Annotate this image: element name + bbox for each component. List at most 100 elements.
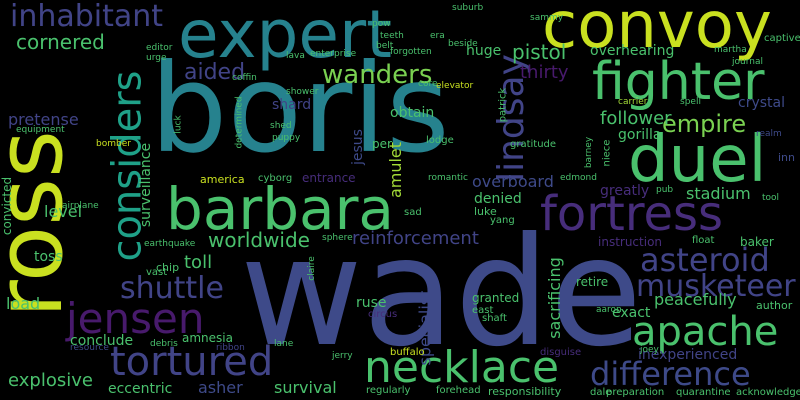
word-crystal: crystal (738, 95, 785, 111)
word-edmond: edmond (560, 173, 597, 183)
word-musketeer: musketeer (636, 269, 796, 304)
word-resource: resource (70, 343, 109, 353)
word-responsibility: responsibility (488, 385, 562, 398)
word-sphere: sphere (322, 233, 353, 243)
word-thirty: thirty (520, 62, 569, 83)
word-buffalo: buffalo (390, 347, 425, 358)
word-elevator: elevator (436, 81, 474, 91)
word-sad: sad (404, 207, 422, 218)
word-quarantine: quarantine (676, 387, 731, 398)
word-shuttle: shuttle (120, 271, 224, 306)
word-pow: pow (372, 19, 391, 29)
word-amnesia: amnesia (182, 331, 233, 345)
word-overboard: overboard (472, 172, 554, 191)
word-editor: editor (146, 43, 173, 53)
word-belt: belt (376, 41, 394, 51)
word-expert: expert (178, 0, 393, 73)
word-joey: joey (640, 345, 659, 355)
word-reinforcement: reinforcement (352, 228, 479, 249)
word-disguise: disguise (540, 347, 582, 358)
word-urge: urge (146, 53, 167, 63)
word-difference: difference (590, 355, 751, 393)
word-follower: follower (600, 108, 672, 129)
word-overhearing: overhearing (590, 43, 675, 59)
word-carrier: carrier (618, 97, 648, 107)
word-lava: lava (286, 51, 305, 61)
word-enterprise: enterprise (310, 49, 357, 59)
word-barbara: barbara (166, 175, 394, 243)
word-explosive: explosive (8, 370, 93, 391)
word-level: level (44, 202, 83, 221)
word-cyborg: cyborg (258, 173, 293, 184)
word-forgotten: forgotten (390, 47, 432, 57)
word-captive: captive (764, 33, 800, 44)
word-shed: shed (270, 121, 292, 131)
word-yang: yang (490, 215, 515, 226)
word-cornered: cornered (16, 30, 105, 54)
word-puppy: puppy (272, 133, 301, 143)
word-jerry: jerry (332, 351, 353, 361)
word-peacefully: peacefully (654, 290, 737, 309)
word-instruction: instruction (598, 235, 663, 249)
word-circus: circus (368, 309, 398, 320)
word-america: america (200, 173, 245, 186)
word-sammy: sammy (530, 13, 564, 23)
word-debris: debris (150, 339, 178, 349)
word-aided: aided (184, 60, 246, 85)
word-baker: baker (740, 235, 774, 249)
word-pistol: pistol (512, 40, 567, 64)
word-huge: huge (466, 43, 502, 59)
word-forehead: forehead (436, 385, 481, 396)
word-granted: granted (472, 291, 520, 305)
word-survival: survival (274, 378, 337, 397)
word-toss: toss (34, 249, 63, 265)
word-journal: journal (732, 57, 763, 67)
word-convicted: convicted (0, 176, 15, 236)
word-necklace: necklace (364, 342, 560, 393)
word-load: load (6, 294, 41, 313)
word-toll: toll (184, 252, 213, 273)
word-asteroid: asteroid (640, 241, 770, 279)
word-earthquake: earthquake (144, 239, 196, 249)
word-tortured: tortured (110, 339, 274, 385)
word-regularly: regularly (366, 385, 411, 396)
word-acknowledge: acknowledge (736, 387, 800, 398)
word-vast: vast (146, 267, 168, 278)
word-core: core (418, 79, 438, 89)
word-greatly: greatly (600, 183, 650, 199)
word-float: float (692, 235, 715, 246)
word-stadium: stadium (686, 184, 751, 203)
word-retire: retire (576, 275, 609, 289)
word-shaft: shaft (482, 313, 507, 324)
word-surveillance: surveillance (138, 142, 155, 228)
word-beside: beside (448, 39, 478, 49)
word-preparation: preparation (606, 387, 665, 398)
word-empire: empire (662, 110, 747, 138)
word-shard: shard (272, 97, 312, 113)
word-denied: denied (474, 191, 522, 207)
word-ruse: ruse (356, 295, 387, 311)
word-shower: shower (286, 87, 319, 97)
word-east: east (472, 305, 494, 316)
word-airplane: airplane (62, 201, 99, 211)
word-jensen: jensen (66, 294, 205, 343)
word-tool: tool (762, 193, 780, 203)
word-conclude: conclude (70, 333, 134, 349)
word-gratitude: gratitude (510, 139, 557, 150)
word-obtain: obtain (390, 105, 435, 121)
word-romantic: romantic (428, 173, 468, 183)
word-determined: determined (234, 96, 245, 149)
word-worldwide: worldwide (208, 228, 310, 252)
word-eccentric: eccentric (108, 381, 173, 397)
word-apache: apache (632, 309, 779, 355)
word-niece: niece (601, 139, 613, 167)
word-spell: spell (680, 97, 701, 107)
word-inn: inn (778, 151, 795, 164)
word-ribbon: ribbon (216, 343, 245, 353)
word-luke: luke (474, 205, 497, 218)
word-per: per (372, 137, 392, 151)
word-luck: luck (173, 115, 184, 134)
word-pretense: pretense (8, 110, 79, 129)
word-era: era (430, 31, 445, 41)
